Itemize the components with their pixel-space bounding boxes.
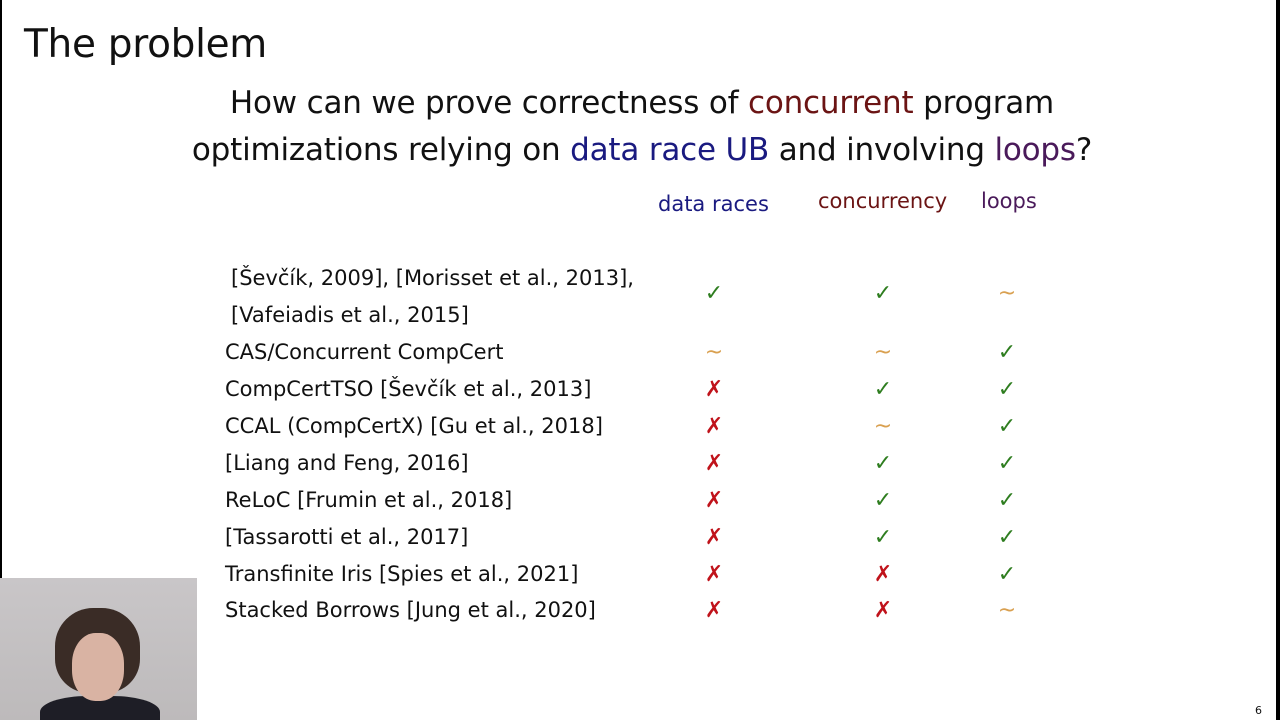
cross-icon: ✗ (704, 525, 724, 550)
presenter-webcam (0, 578, 197, 720)
cross-icon: ✗ (704, 562, 724, 587)
question-text: ? (1075, 132, 1093, 168)
partial-icon: ~ (704, 340, 724, 365)
check-icon: ✓ (873, 451, 893, 476)
highlight-data-race-ub: data race UB (570, 132, 770, 168)
cross-icon: ✗ (704, 377, 724, 402)
row-label: CAS/Concurrent CompCert (225, 340, 504, 364)
partial-icon: ~ (997, 598, 1017, 623)
check-icon: ✓ (997, 414, 1017, 439)
check-icon: ✓ (704, 281, 724, 306)
slide-title: The problem (24, 22, 268, 67)
presenter-face (72, 633, 124, 701)
page-number: 6 (1255, 704, 1262, 717)
row-label: [Ševčík, 2009], [Morisset et al., 2013], (231, 266, 634, 290)
partial-icon: ~ (873, 414, 893, 439)
row-label: Transfinite Iris [Spies et al., 2021] (225, 562, 579, 586)
check-icon: ✓ (997, 525, 1017, 550)
question-line-1: How can we prove correctness of concurre… (2, 80, 1280, 127)
question-text: program (913, 85, 1055, 121)
question-text: and involving (769, 132, 995, 168)
check-icon: ✓ (997, 340, 1017, 365)
row-label: [Vafeiadis et al., 2015] (231, 303, 469, 327)
row-label: [Liang and Feng, 2016] (225, 451, 469, 475)
question-text: How can we prove correctness of (229, 85, 748, 121)
check-icon: ✓ (997, 377, 1017, 402)
row-label: CCAL (CompCertX) [Gu et al., 2018] (225, 414, 603, 438)
cross-icon: ✗ (704, 598, 724, 623)
column-header-concurrency: concurrency (818, 189, 948, 213)
highlight-loops: loops (994, 132, 1076, 168)
cross-icon: ✗ (873, 598, 893, 623)
check-icon: ✓ (873, 281, 893, 306)
question-line-2: optimizations relying on data race UB an… (2, 127, 1280, 174)
row-label: Stacked Borrows [Jung et al., 2020] (225, 598, 596, 622)
check-icon: ✓ (997, 488, 1017, 513)
check-icon: ✓ (873, 488, 893, 513)
row-label: CompCertTSO [Ševčík et al., 2013] (225, 377, 592, 401)
question-text: optimizations relying on (191, 132, 571, 168)
check-icon: ✓ (997, 451, 1017, 476)
partial-icon: ~ (997, 281, 1017, 306)
row-label: [Tassarotti et al., 2017] (225, 525, 469, 549)
row-label: ReLoC [Frumin et al., 2018] (225, 488, 513, 512)
check-icon: ✓ (873, 377, 893, 402)
check-icon: ✓ (873, 525, 893, 550)
cross-icon: ✗ (873, 562, 893, 587)
partial-icon: ~ (873, 340, 893, 365)
cross-icon: ✗ (704, 488, 724, 513)
check-icon: ✓ (997, 562, 1017, 587)
highlight-concurrent: concurrent (747, 85, 914, 121)
column-header-data-races: data races (658, 192, 769, 216)
cross-icon: ✗ (704, 414, 724, 439)
cross-icon: ✗ (704, 451, 724, 476)
column-header-loops: loops (981, 189, 1037, 213)
research-question: How can we prove correctness of concurre… (2, 80, 1280, 174)
